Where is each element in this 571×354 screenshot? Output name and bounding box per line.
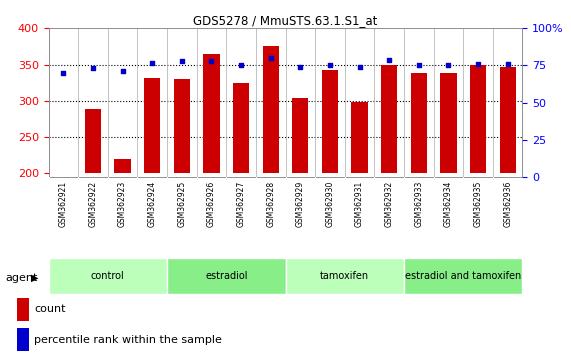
Bar — [470, 64, 486, 173]
Point — [236, 63, 246, 68]
Text: estradiol: estradiol — [205, 271, 247, 281]
Text: GSM362934: GSM362934 — [444, 181, 453, 228]
Bar — [404, 258, 522, 294]
Text: GSM362933: GSM362933 — [415, 181, 423, 228]
Text: count: count — [34, 304, 66, 314]
Point — [266, 55, 275, 61]
Bar — [263, 46, 279, 173]
Text: GSM362924: GSM362924 — [148, 181, 156, 227]
Text: tamoxifen: tamoxifen — [320, 271, 369, 281]
Text: GSM362930: GSM362930 — [325, 181, 335, 228]
Text: GSM362923: GSM362923 — [118, 181, 127, 227]
Point — [296, 64, 305, 70]
Bar — [292, 98, 308, 173]
Text: control: control — [91, 271, 124, 281]
Point — [503, 61, 512, 67]
Bar — [351, 102, 368, 173]
Bar — [411, 73, 427, 173]
Point — [325, 63, 335, 68]
Text: GSM362936: GSM362936 — [503, 181, 512, 228]
Text: estradiol and tamoxifen: estradiol and tamoxifen — [405, 271, 521, 281]
Text: GSM362928: GSM362928 — [266, 181, 275, 227]
Bar — [500, 67, 516, 173]
Point — [444, 63, 453, 68]
Point — [89, 65, 98, 71]
Text: GSM362932: GSM362932 — [385, 181, 393, 227]
Text: GSM362931: GSM362931 — [355, 181, 364, 227]
Bar — [203, 54, 220, 173]
Point — [118, 69, 127, 74]
Bar — [381, 64, 397, 173]
Bar — [233, 83, 249, 173]
Point — [473, 61, 482, 67]
Text: percentile rank within the sample: percentile rank within the sample — [34, 335, 222, 344]
Bar — [17, 328, 29, 351]
Text: GSM362921: GSM362921 — [59, 181, 68, 227]
Point — [148, 60, 157, 65]
Bar — [322, 70, 338, 173]
Point — [414, 63, 423, 68]
Point — [385, 57, 394, 62]
Text: GSM362926: GSM362926 — [207, 181, 216, 227]
Text: GSM362922: GSM362922 — [89, 181, 98, 227]
Text: GSM362935: GSM362935 — [473, 181, 482, 228]
Bar — [440, 73, 457, 173]
Bar — [174, 79, 190, 173]
Text: GSM362927: GSM362927 — [236, 181, 246, 227]
Bar — [17, 298, 29, 321]
Text: ▶: ▶ — [31, 273, 39, 283]
Title: GDS5278 / MmuSTS.63.1.S1_at: GDS5278 / MmuSTS.63.1.S1_at — [194, 14, 377, 27]
Bar — [286, 258, 404, 294]
Bar — [144, 78, 160, 173]
Point — [207, 58, 216, 64]
Text: agent: agent — [6, 273, 38, 283]
Bar — [85, 109, 101, 173]
Point — [177, 58, 186, 64]
Text: GSM362925: GSM362925 — [178, 181, 186, 227]
Point — [59, 70, 68, 76]
Point — [355, 64, 364, 70]
Bar — [49, 258, 167, 294]
Bar — [167, 258, 286, 294]
Bar — [114, 159, 131, 173]
Text: GSM362929: GSM362929 — [296, 181, 305, 227]
